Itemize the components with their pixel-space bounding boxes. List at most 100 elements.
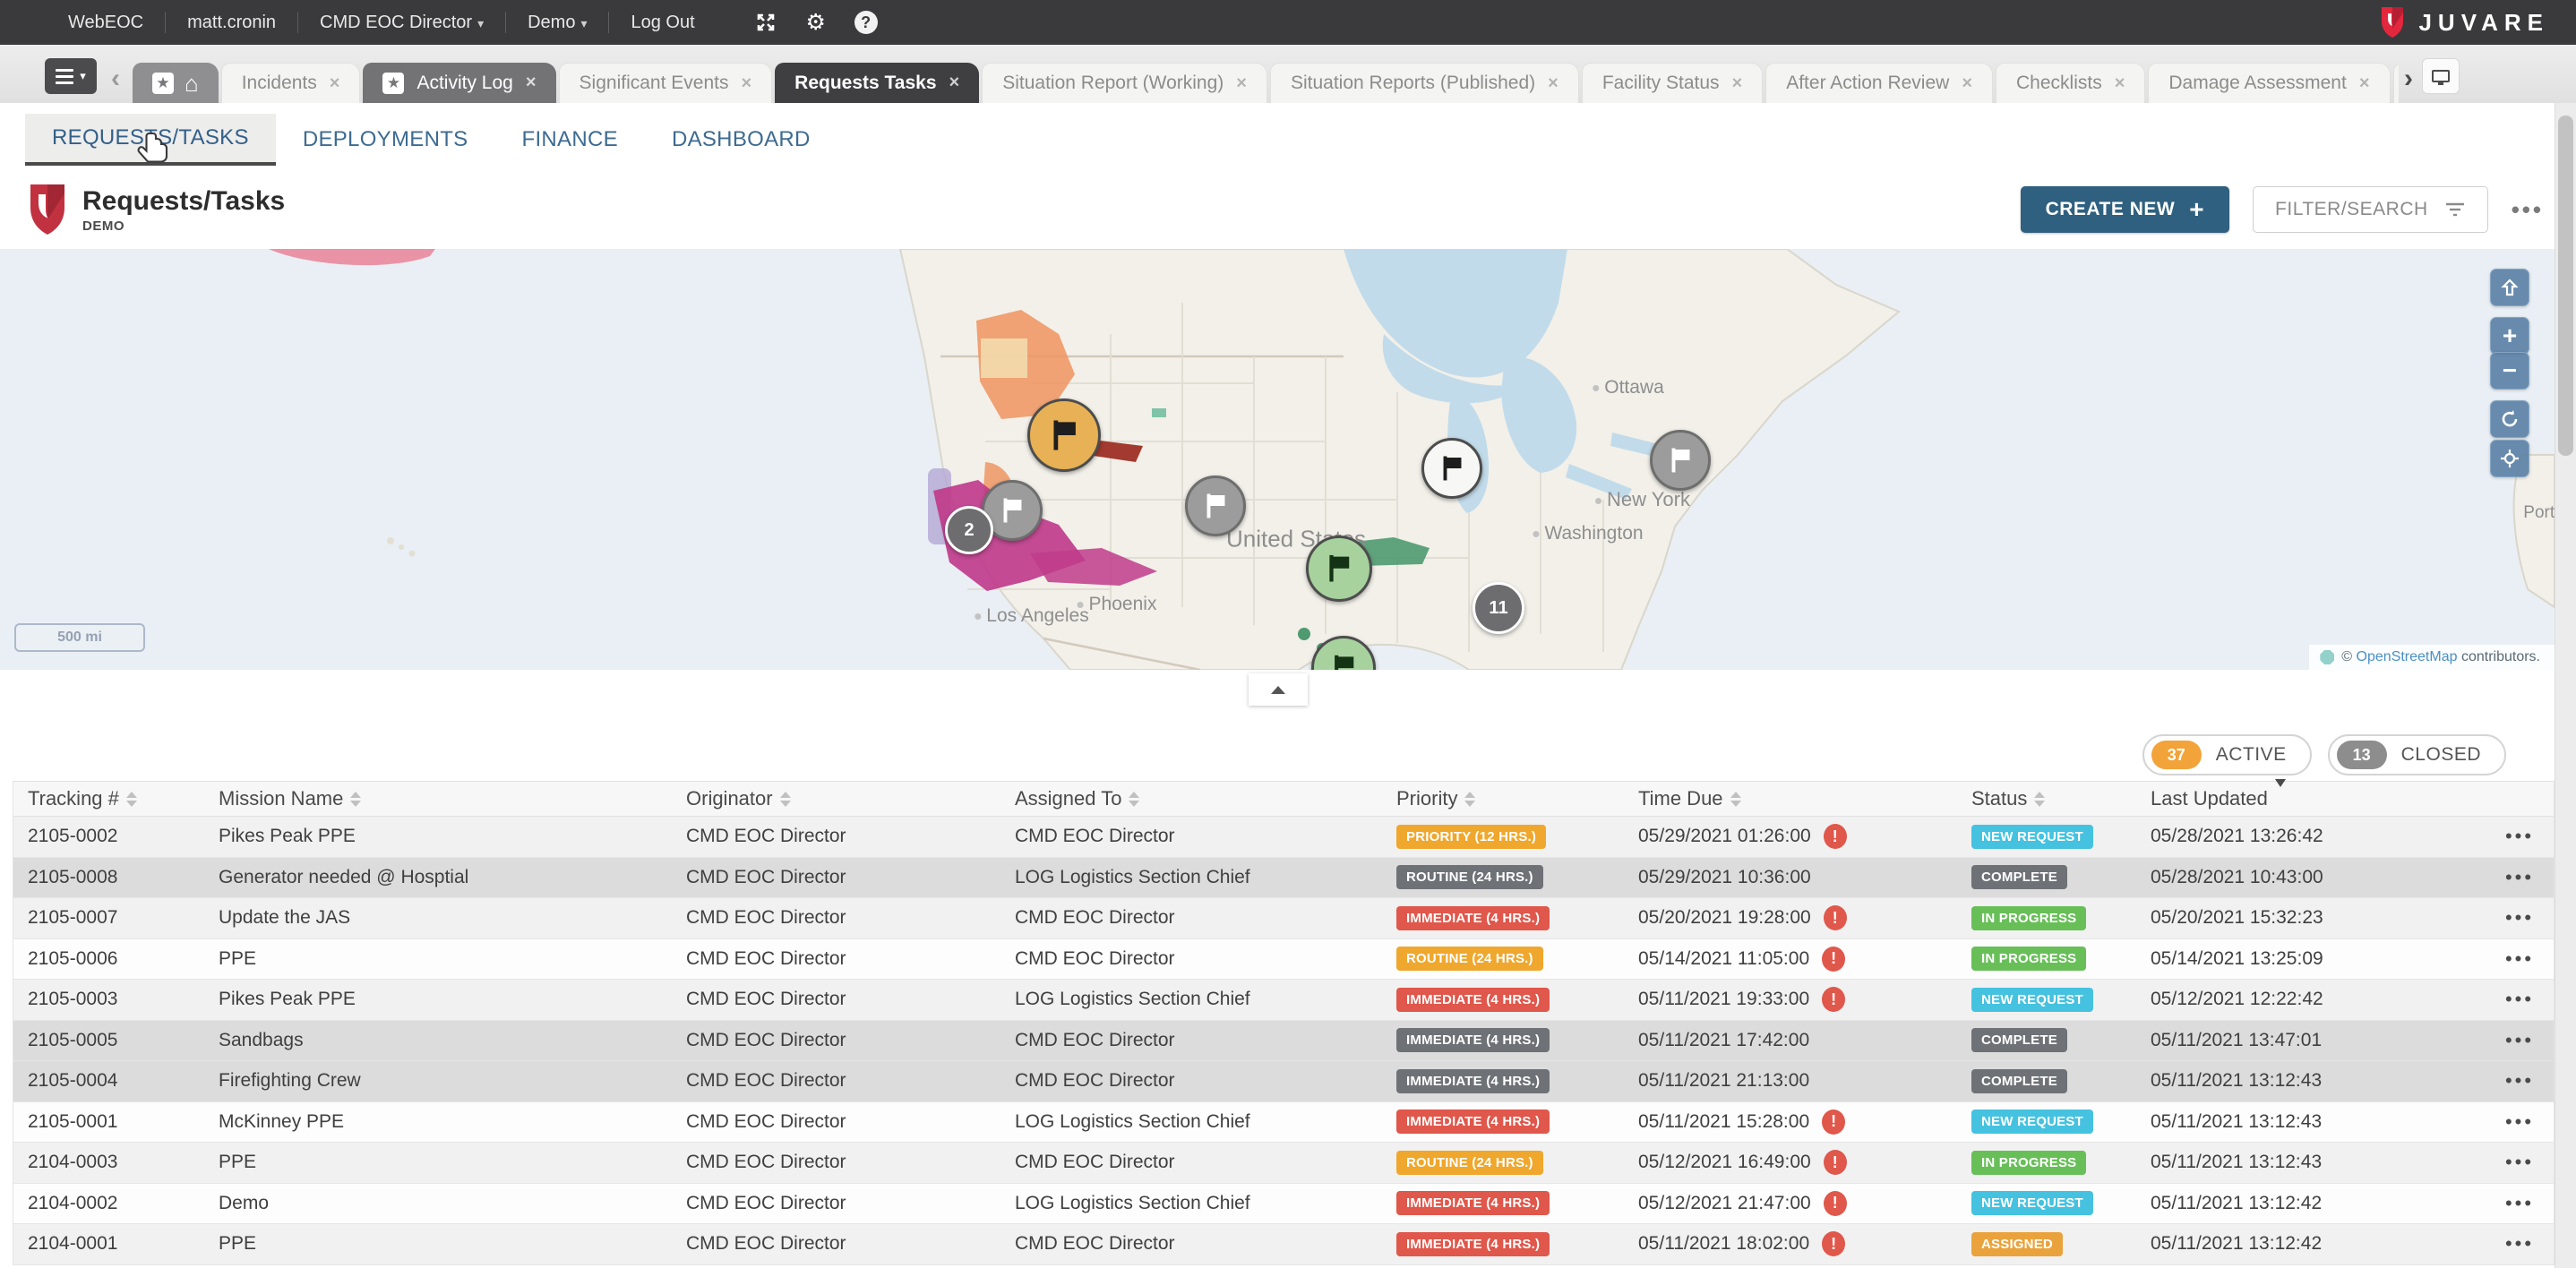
- subnav-item-requests-tasks[interactable]: REQUESTS/TASKS: [25, 114, 276, 166]
- subnav-item-deployments[interactable]: DEPLOYMENTS: [276, 114, 495, 166]
- role-menu[interactable]: CMD EOC Director▾: [298, 13, 505, 33]
- row-actions-button[interactable]: •••: [2469, 1151, 2555, 1174]
- close-tab-icon[interactable]: ×: [1962, 73, 1972, 94]
- table-row[interactable]: 2105-0003Pikes Peak PPECMD EOC DirectorL…: [13, 980, 2554, 1021]
- tab-situation-report-working-[interactable]: Situation Report (Working)×: [982, 63, 1267, 103]
- row-actions-button[interactable]: •••: [2469, 1192, 2555, 1215]
- map-flag-marker[interactable]: [1311, 636, 1376, 670]
- openstreetmap-link[interactable]: OpenStreetMap: [2357, 649, 2458, 664]
- map-cluster-marker[interactable]: 11: [1473, 582, 1524, 634]
- map-flag-marker[interactable]: [1650, 430, 1711, 491]
- scrollbar-thumb[interactable]: [2558, 116, 2573, 456]
- map-flag-marker[interactable]: [1027, 398, 1101, 472]
- subnav-item-finance[interactable]: FINANCE: [494, 114, 644, 166]
- tab-incidents[interactable]: Incidents ×: [221, 63, 361, 103]
- table-row[interactable]: 2104-0001PPECMD EOC DirectorCMD EOC Dire…: [13, 1224, 2554, 1265]
- row-actions-button[interactable]: •••: [2469, 906, 2555, 930]
- table-row[interactable]: 2105-0002Pikes Peak PPECMD EOC DirectorC…: [13, 817, 2554, 858]
- incident-menu[interactable]: Demo▾: [506, 13, 608, 33]
- table-row[interactable]: 2105-0005SandbagsCMD EOC DirectorCMD EOC…: [13, 1021, 2554, 1062]
- help-icon[interactable]: ?: [853, 9, 880, 36]
- tab-damage-assessment[interactable]: Damage Assessment×: [2148, 63, 2390, 103]
- subnav-item-dashboard[interactable]: DASHBOARD: [645, 114, 837, 166]
- row-actions-button[interactable]: •••: [2469, 1029, 2555, 1052]
- row-actions-button[interactable]: •••: [2469, 825, 2555, 848]
- tab-schedule[interactable]: Schedule: [2393, 63, 2399, 103]
- row-actions-button[interactable]: •••: [2469, 947, 2555, 971]
- page-scrollbar[interactable]: [2555, 103, 2576, 1268]
- row-actions-button[interactable]: •••: [2469, 866, 2555, 889]
- map-control-refresh-icon[interactable]: [2490, 400, 2529, 438]
- tab-home[interactable]: ★⌂: [133, 63, 219, 103]
- table-row[interactable]: 2104-0002DemoCMD EOC DirectorLOG Logisti…: [13, 1184, 2554, 1225]
- tab-facility-status[interactable]: Facility Status×: [1582, 63, 1763, 103]
- column-header-status[interactable]: Status: [1957, 787, 2136, 810]
- requests-table: Tracking #Mission NameOriginatorAssigned…: [13, 781, 2555, 1265]
- board-display-button[interactable]: [2422, 58, 2460, 94]
- map-control-locate-icon[interactable]: [2490, 440, 2529, 477]
- map-control-zoom-in-icon[interactable]: +: [2490, 317, 2529, 355]
- column-header-last-updated[interactable]: Last Updated: [2136, 787, 2469, 810]
- column-header-tracking-[interactable]: Tracking #: [13, 787, 204, 810]
- map-cluster-marker[interactable]: 2: [945, 506, 993, 554]
- tab-activity-log[interactable]: ★Activity Log×: [363, 63, 555, 103]
- table-row[interactable]: 2105-0007Update the JASCMD EOC DirectorC…: [13, 898, 2554, 939]
- close-tab-icon[interactable]: ×: [949, 73, 960, 93]
- place-dot-icon: [1595, 498, 1601, 504]
- header-more-button[interactable]: •••: [2512, 196, 2544, 224]
- tab-significant-events[interactable]: Significant Events×: [559, 63, 773, 103]
- map-control-zoom-out-icon[interactable]: −: [2490, 352, 2529, 390]
- row-actions-button[interactable]: •••: [2469, 988, 2555, 1011]
- column-header-mission-name[interactable]: Mission Name: [204, 787, 672, 810]
- map-collapse-button[interactable]: [1249, 673, 1308, 706]
- row-actions-button[interactable]: •••: [2469, 1069, 2555, 1092]
- user-menu[interactable]: matt.cronin: [166, 13, 297, 33]
- close-tab-icon[interactable]: ×: [2115, 73, 2125, 94]
- column-header-time-due[interactable]: Time Due: [1624, 787, 1957, 810]
- tabs-scroll-left-button[interactable]: ‹: [111, 65, 120, 92]
- close-tab-icon[interactable]: ×: [2359, 73, 2370, 94]
- table-row[interactable]: 2104-0003PPECMD EOC DirectorCMD EOC Dire…: [13, 1143, 2554, 1184]
- row-actions-button[interactable]: •••: [2469, 1232, 2555, 1255]
- close-tab-icon[interactable]: ×: [741, 73, 751, 94]
- row-actions-button[interactable]: •••: [2469, 1110, 2555, 1134]
- close-tab-icon[interactable]: ×: [1548, 73, 1558, 94]
- chevron-down-icon: ▾: [477, 16, 484, 30]
- time-due-value: 05/12/2021 21:47:00: [1638, 1193, 1811, 1214]
- tab-requests-tasks[interactable]: Requests Tasks×: [775, 63, 979, 103]
- tab-label: After Action Review: [1786, 73, 1949, 94]
- create-new-button[interactable]: CREATE NEW +: [2021, 186, 2229, 233]
- table-row[interactable]: 2105-0004Firefighting CrewCMD EOC Direct…: [13, 1061, 2554, 1102]
- map-control-pan-up-icon[interactable]: [2490, 269, 2529, 306]
- closed-filter-pill[interactable]: 13 CLOSED: [2328, 734, 2506, 775]
- status-badge: NEW REQUEST: [1971, 988, 2093, 1012]
- table-row[interactable]: 2105-0006PPECMD EOC DirectorCMD EOC Dire…: [13, 939, 2554, 981]
- column-header-assigned-to[interactable]: Assigned To: [1000, 787, 1382, 810]
- logout-button[interactable]: Log Out: [609, 13, 716, 33]
- tab-situation-reports-published-[interactable]: Situation Reports (Published)×: [1270, 63, 1579, 103]
- close-tab-icon[interactable]: ×: [330, 73, 340, 94]
- close-tab-icon[interactable]: ×: [1236, 73, 1247, 94]
- map-flag-marker[interactable]: [1185, 476, 1246, 536]
- map-panel[interactable]: OttawaNew YorkWashingtonUnited StatesPho…: [0, 249, 2555, 670]
- map-flag-marker[interactable]: [1306, 535, 1372, 602]
- tab-checklists[interactable]: Checklists×: [1996, 63, 2145, 103]
- table-row[interactable]: 2105-0001McKinney PPECMD EOC DirectorLOG…: [13, 1102, 2554, 1144]
- map-flag-marker[interactable]: [1421, 438, 1482, 499]
- brand-webeoc[interactable]: WebEOC: [47, 13, 165, 33]
- tab-after-action-review[interactable]: After Action Review ×: [1765, 63, 1993, 103]
- originator-cell: CMD EOC Director: [672, 948, 1000, 970]
- table-row[interactable]: 2105-0008Generator needed @ HosptialCMD …: [13, 858, 2554, 899]
- close-tab-icon[interactable]: ×: [1732, 73, 1743, 94]
- fullscreen-icon[interactable]: [752, 9, 779, 36]
- flag-icon: [1321, 551, 1356, 586]
- column-header-priority[interactable]: Priority: [1382, 787, 1624, 810]
- filter-search-button[interactable]: FILTER/SEARCH: [2253, 186, 2488, 233]
- close-tab-icon[interactable]: ×: [526, 73, 537, 93]
- tab-label: Incidents: [242, 73, 317, 94]
- tabs-menu-button[interactable]: ▾: [45, 58, 97, 94]
- column-header-originator[interactable]: Originator: [672, 787, 1000, 810]
- gear-icon[interactable]: ⚙: [803, 9, 829, 36]
- active-filter-pill[interactable]: 37 ACTIVE: [2142, 734, 2312, 775]
- tabs-scroll-right-button[interactable]: ›: [2404, 65, 2413, 92]
